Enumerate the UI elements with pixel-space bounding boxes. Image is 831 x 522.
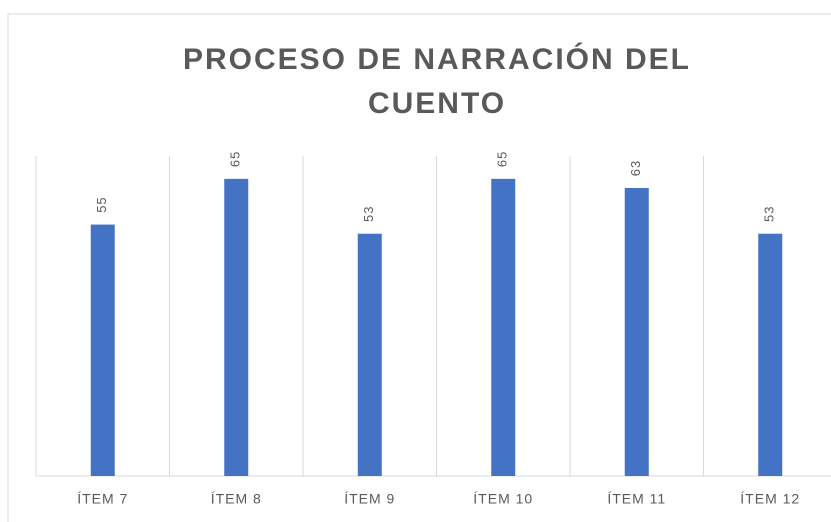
data-label: 53 bbox=[762, 205, 777, 221]
bar bbox=[491, 178, 516, 476]
bar bbox=[90, 224, 115, 476]
chart-frame bbox=[7, 13, 831, 522]
x-tick-label: ÍTEM 8 bbox=[211, 491, 262, 507]
data-label: 63 bbox=[628, 160, 643, 176]
bar bbox=[357, 233, 382, 476]
data-label: 53 bbox=[361, 205, 376, 221]
x-tick-label: ÍTEM 11 bbox=[607, 491, 666, 507]
x-tick-label: ÍTEM 12 bbox=[740, 491, 800, 507]
data-label: 65 bbox=[228, 151, 243, 167]
data-label: 55 bbox=[94, 196, 109, 212]
x-tick-label: ÍTEM 9 bbox=[344, 491, 395, 507]
bar bbox=[224, 178, 249, 476]
chart-title: PROCESO DE NARRACIÓN DEL CUENTO bbox=[182, 43, 692, 120]
bar bbox=[758, 233, 783, 476]
bar bbox=[624, 188, 649, 476]
data-label: 65 bbox=[495, 151, 510, 167]
x-tick-label: ÍTEM 7 bbox=[77, 491, 128, 507]
x-tick-label: ÍTEM 10 bbox=[473, 491, 533, 507]
